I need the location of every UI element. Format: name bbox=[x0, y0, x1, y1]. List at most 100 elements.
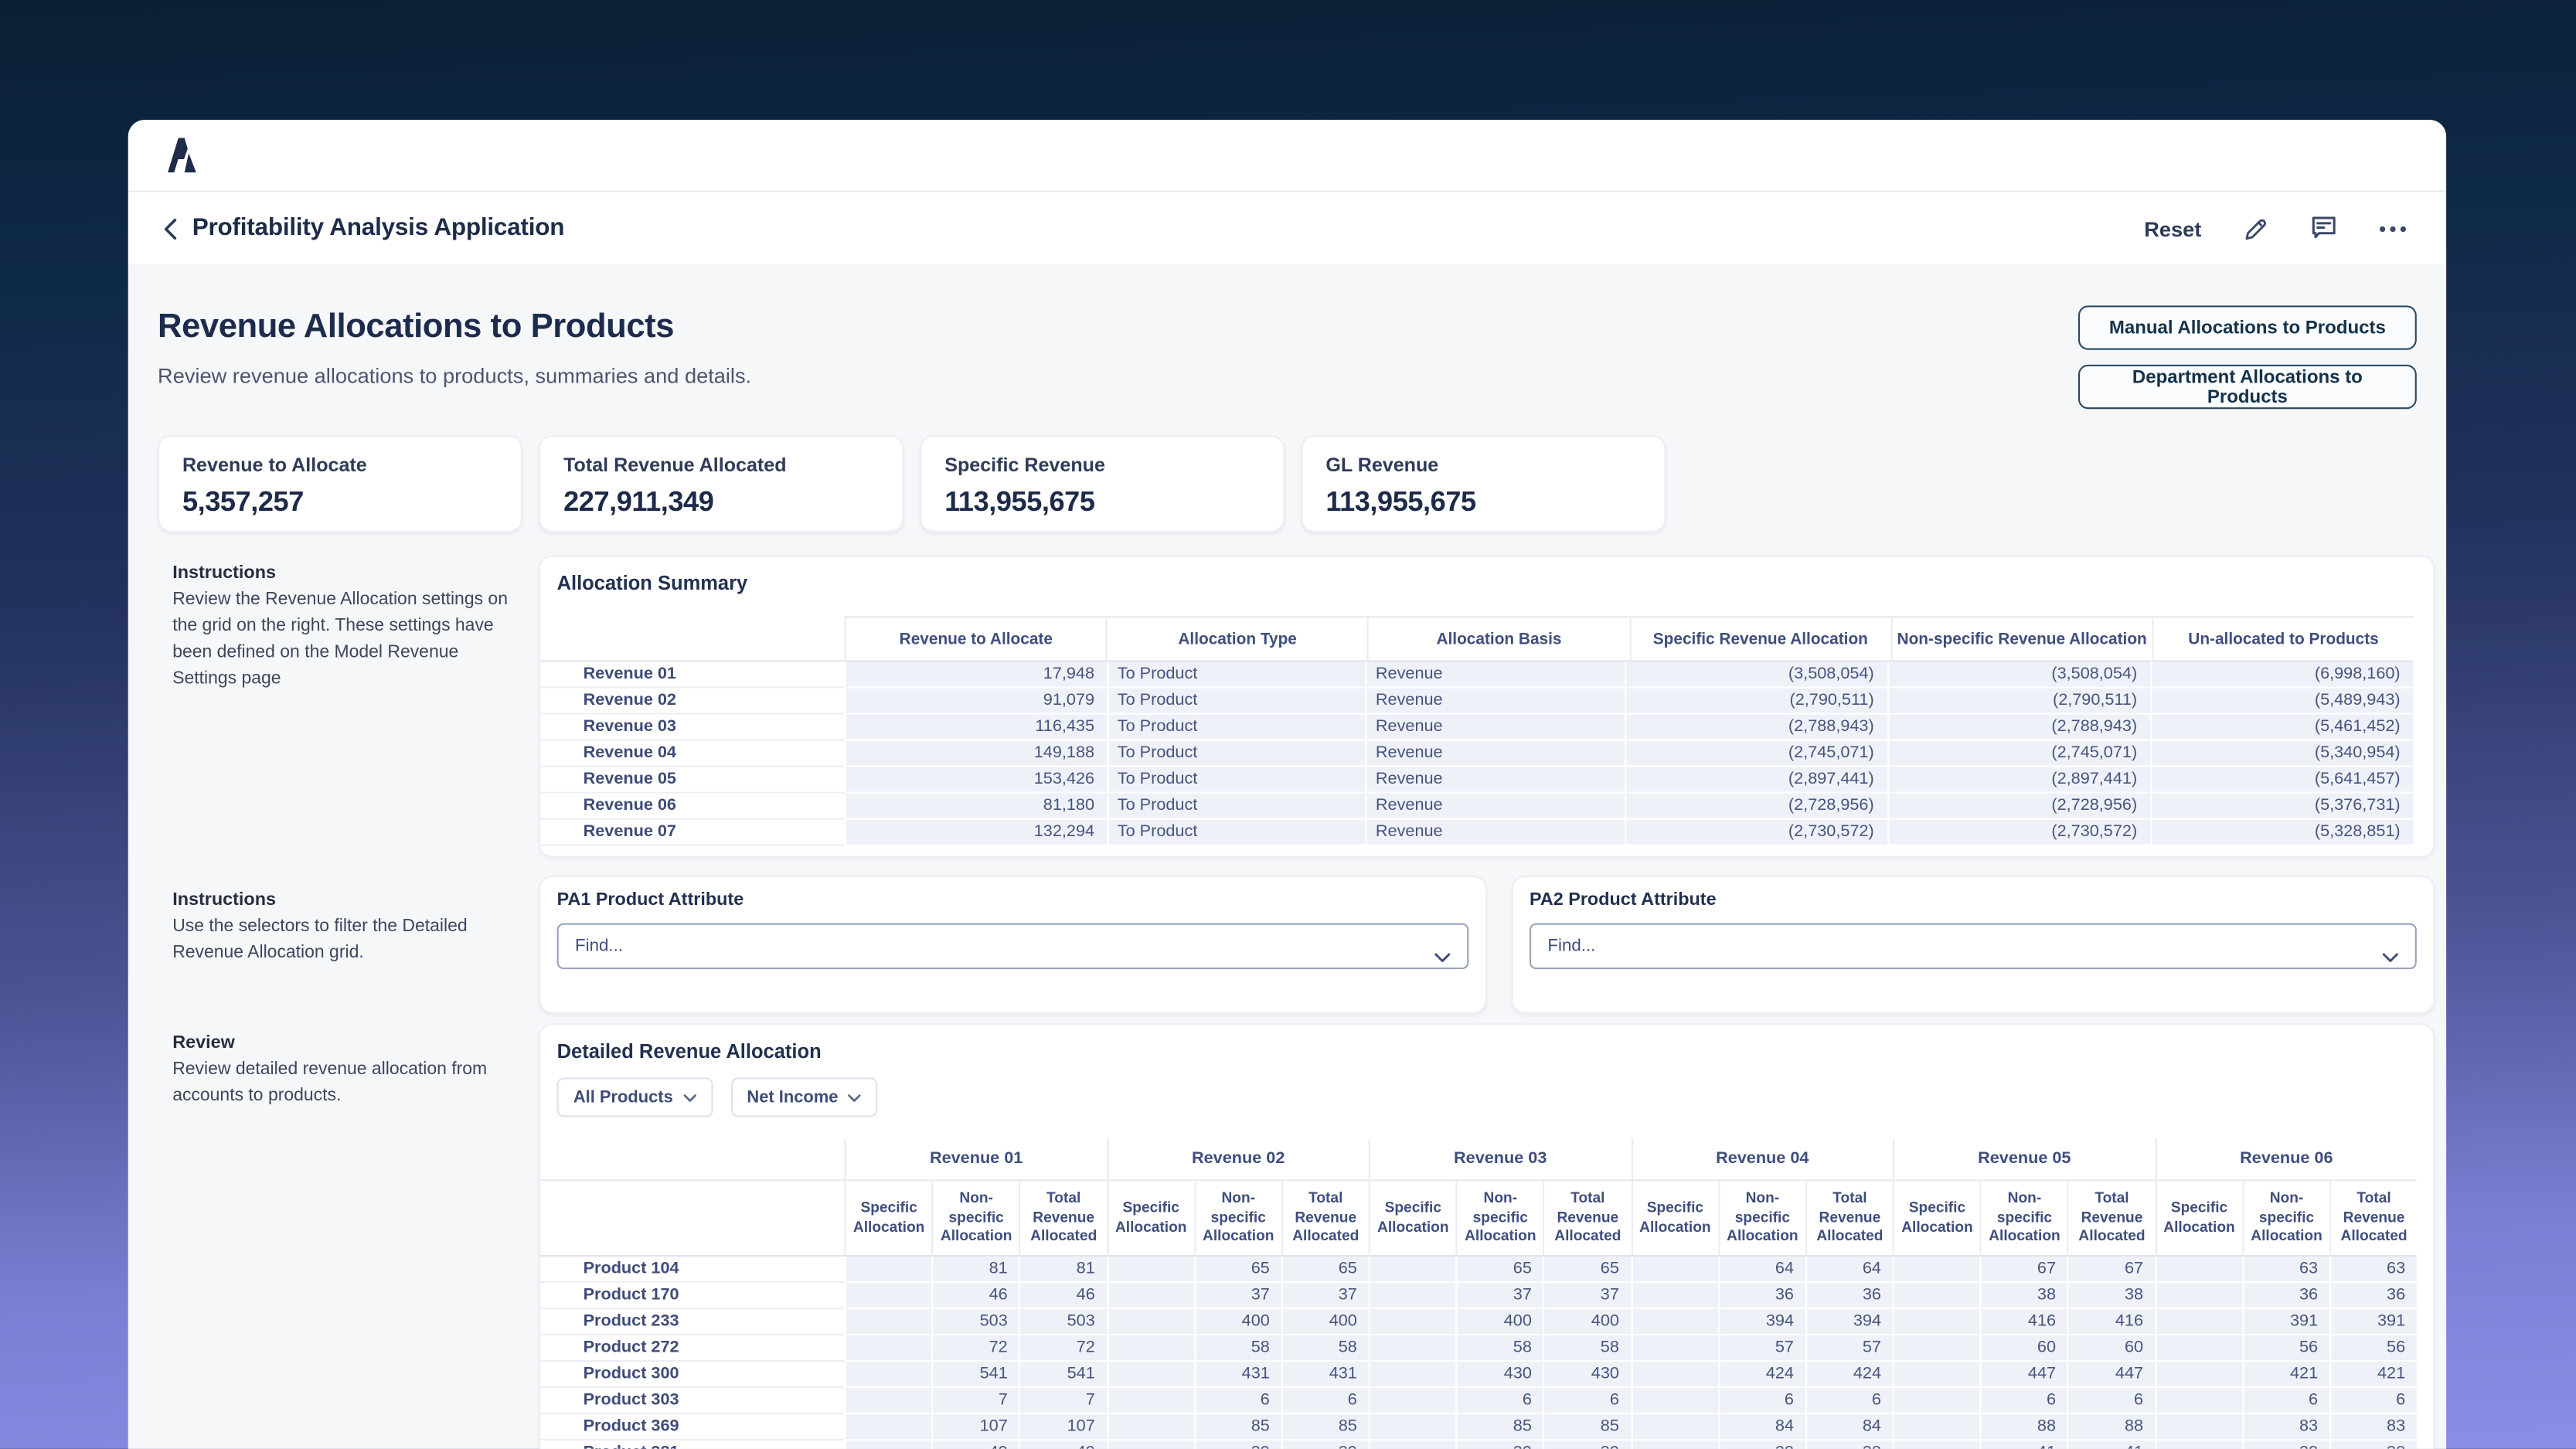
detail-cell[interactable]: 430 bbox=[1543, 1362, 1631, 1389]
detail-cell[interactable] bbox=[1892, 1335, 1980, 1362]
detail-cell[interactable] bbox=[1368, 1388, 1456, 1415]
summary-cell[interactable]: (2,788,943) bbox=[1887, 714, 2151, 741]
summary-cell[interactable]: 153,426 bbox=[844, 767, 1108, 794]
detail-cell[interactable] bbox=[1630, 1440, 1718, 1449]
detail-cell[interactable]: 56 bbox=[2241, 1335, 2329, 1362]
detail-cell[interactable] bbox=[844, 1388, 932, 1415]
detail-cell[interactable] bbox=[1892, 1440, 1980, 1449]
pa2-find-input[interactable] bbox=[1529, 923, 2417, 970]
detail-cell[interactable]: 63 bbox=[2329, 1257, 2418, 1284]
detail-cell[interactable]: 88 bbox=[2067, 1414, 2155, 1441]
detail-cell[interactable]: 424 bbox=[1717, 1362, 1805, 1389]
detail-cell[interactable] bbox=[1630, 1309, 1718, 1336]
summary-cell[interactable]: (5,340,954) bbox=[2150, 740, 2414, 767]
summary-cell[interactable]: Revenue bbox=[1366, 662, 1625, 689]
detail-cell[interactable]: 83 bbox=[2241, 1414, 2329, 1441]
summary-cell[interactable]: (2,730,572) bbox=[1887, 819, 2151, 846]
detail-cell[interactable]: 65 bbox=[1281, 1257, 1369, 1284]
detail-cell[interactable]: 6 bbox=[2067, 1388, 2155, 1415]
comments-icon[interactable] bbox=[2310, 215, 2338, 241]
detail-cell[interactable]: 37 bbox=[1193, 1283, 1281, 1310]
detail-cell[interactable]: 391 bbox=[2329, 1309, 2418, 1336]
detail-cell[interactable]: 58 bbox=[1193, 1335, 1281, 1362]
detail-cell[interactable] bbox=[1106, 1283, 1194, 1310]
detail-cell[interactable]: 36 bbox=[1805, 1283, 1893, 1310]
detail-cell[interactable]: 6 bbox=[2241, 1388, 2329, 1415]
detail-cell[interactable]: 424 bbox=[1805, 1362, 1893, 1389]
detail-cell[interactable] bbox=[1368, 1362, 1456, 1389]
detail-cell[interactable]: 38 bbox=[2329, 1440, 2418, 1449]
detail-cell[interactable]: 64 bbox=[1805, 1257, 1893, 1284]
detail-cell[interactable]: 36 bbox=[1717, 1283, 1805, 1310]
detail-cell[interactable] bbox=[1892, 1414, 1980, 1441]
detail-cell[interactable] bbox=[1892, 1362, 1980, 1389]
pa1-dropdown[interactable] bbox=[556, 923, 1469, 970]
summary-cell[interactable]: Revenue bbox=[1366, 688, 1625, 715]
detail-cell[interactable]: 541 bbox=[1019, 1362, 1107, 1389]
summary-cell[interactable]: 132,294 bbox=[844, 819, 1108, 846]
detail-cell[interactable]: 65 bbox=[1543, 1257, 1631, 1284]
detail-cell[interactable]: 400 bbox=[1281, 1309, 1369, 1336]
detail-cell[interactable]: 65 bbox=[1193, 1257, 1281, 1284]
detail-cell[interactable]: 49 bbox=[931, 1440, 1019, 1449]
detail-cell[interactable]: 85 bbox=[1193, 1414, 1281, 1441]
summary-cell[interactable]: To Product bbox=[1108, 662, 1366, 689]
summary-cell[interactable]: (2,788,943) bbox=[1624, 714, 1887, 741]
detail-cell[interactable]: 391 bbox=[2241, 1309, 2329, 1336]
detail-cell[interactable] bbox=[1892, 1257, 1980, 1284]
detail-cell[interactable]: 38 bbox=[2241, 1440, 2329, 1449]
summary-cell[interactable]: Revenue bbox=[1366, 714, 1625, 741]
detail-cell[interactable] bbox=[844, 1309, 932, 1336]
detail-cell[interactable]: 39 bbox=[1455, 1440, 1543, 1449]
detail-cell[interactable]: 400 bbox=[1193, 1309, 1281, 1336]
detail-cell[interactable]: 58 bbox=[1281, 1335, 1369, 1362]
detail-cell[interactable]: 6 bbox=[1805, 1388, 1893, 1415]
detail-cell[interactable]: 541 bbox=[931, 1362, 1019, 1389]
detail-cell[interactable]: 7 bbox=[1019, 1388, 1107, 1415]
summary-cell[interactable]: To Product bbox=[1108, 688, 1366, 715]
summary-cell[interactable]: (2,745,071) bbox=[1624, 740, 1887, 767]
detail-cell[interactable] bbox=[1630, 1257, 1718, 1284]
detail-cell[interactable] bbox=[1368, 1283, 1456, 1310]
detail-cell[interactable]: 56 bbox=[2329, 1335, 2418, 1362]
detail-cell[interactable] bbox=[844, 1257, 932, 1284]
detail-cell[interactable] bbox=[844, 1335, 932, 1362]
detail-cell[interactable]: 6 bbox=[1455, 1388, 1543, 1415]
detail-cell[interactable] bbox=[1106, 1388, 1194, 1415]
pa1-find-input[interactable] bbox=[556, 923, 1469, 970]
detail-cell[interactable]: 57 bbox=[1805, 1335, 1893, 1362]
detail-cell[interactable]: 60 bbox=[2067, 1335, 2155, 1362]
summary-cell[interactable]: (2,897,441) bbox=[1887, 767, 2151, 794]
detail-cell[interactable]: 72 bbox=[931, 1335, 1019, 1362]
detail-cell[interactable] bbox=[2154, 1440, 2242, 1449]
detail-cell[interactable]: 107 bbox=[1019, 1414, 1107, 1441]
detail-cell[interactable] bbox=[1892, 1283, 1980, 1310]
detail-cell[interactable] bbox=[2154, 1257, 2242, 1284]
detail-cell[interactable]: 107 bbox=[931, 1414, 1019, 1441]
detail-cell[interactable]: 7 bbox=[931, 1388, 1019, 1415]
detail-cell[interactable]: 400 bbox=[1455, 1309, 1543, 1336]
detail-cell[interactable]: 83 bbox=[2329, 1414, 2418, 1441]
detail-cell[interactable] bbox=[2154, 1388, 2242, 1415]
manual-allocations-button[interactable]: Manual Allocations to Products bbox=[2077, 305, 2417, 350]
detail-cell[interactable]: 421 bbox=[2329, 1362, 2418, 1389]
detail-cell[interactable]: 6 bbox=[1717, 1388, 1805, 1415]
detail-cell[interactable]: 60 bbox=[1979, 1335, 2067, 1362]
detail-cell[interactable] bbox=[2154, 1283, 2242, 1310]
detail-cell[interactable] bbox=[1630, 1414, 1718, 1441]
detail-cell[interactable] bbox=[1368, 1440, 1456, 1449]
detail-cell[interactable]: 6 bbox=[1193, 1388, 1281, 1415]
detail-cell[interactable] bbox=[844, 1440, 932, 1449]
detail-cell[interactable] bbox=[1106, 1335, 1194, 1362]
detail-cell[interactable]: 38 bbox=[1979, 1283, 2067, 1310]
products-filter-dropdown[interactable]: All Products bbox=[556, 1077, 713, 1117]
summary-cell[interactable]: Revenue bbox=[1366, 819, 1625, 846]
detail-cell[interactable]: 6 bbox=[1979, 1388, 2067, 1415]
detail-cell[interactable]: 41 bbox=[2067, 1440, 2155, 1449]
summary-cell[interactable]: (2,897,441) bbox=[1624, 767, 1887, 794]
reset-button[interactable]: Reset bbox=[2144, 216, 2202, 241]
detail-cell[interactable]: 400 bbox=[1543, 1309, 1631, 1336]
detail-cell[interactable] bbox=[2154, 1362, 2242, 1389]
summary-cell[interactable]: (2,745,071) bbox=[1887, 740, 2151, 767]
summary-cell[interactable]: (5,489,943) bbox=[2150, 688, 2414, 715]
